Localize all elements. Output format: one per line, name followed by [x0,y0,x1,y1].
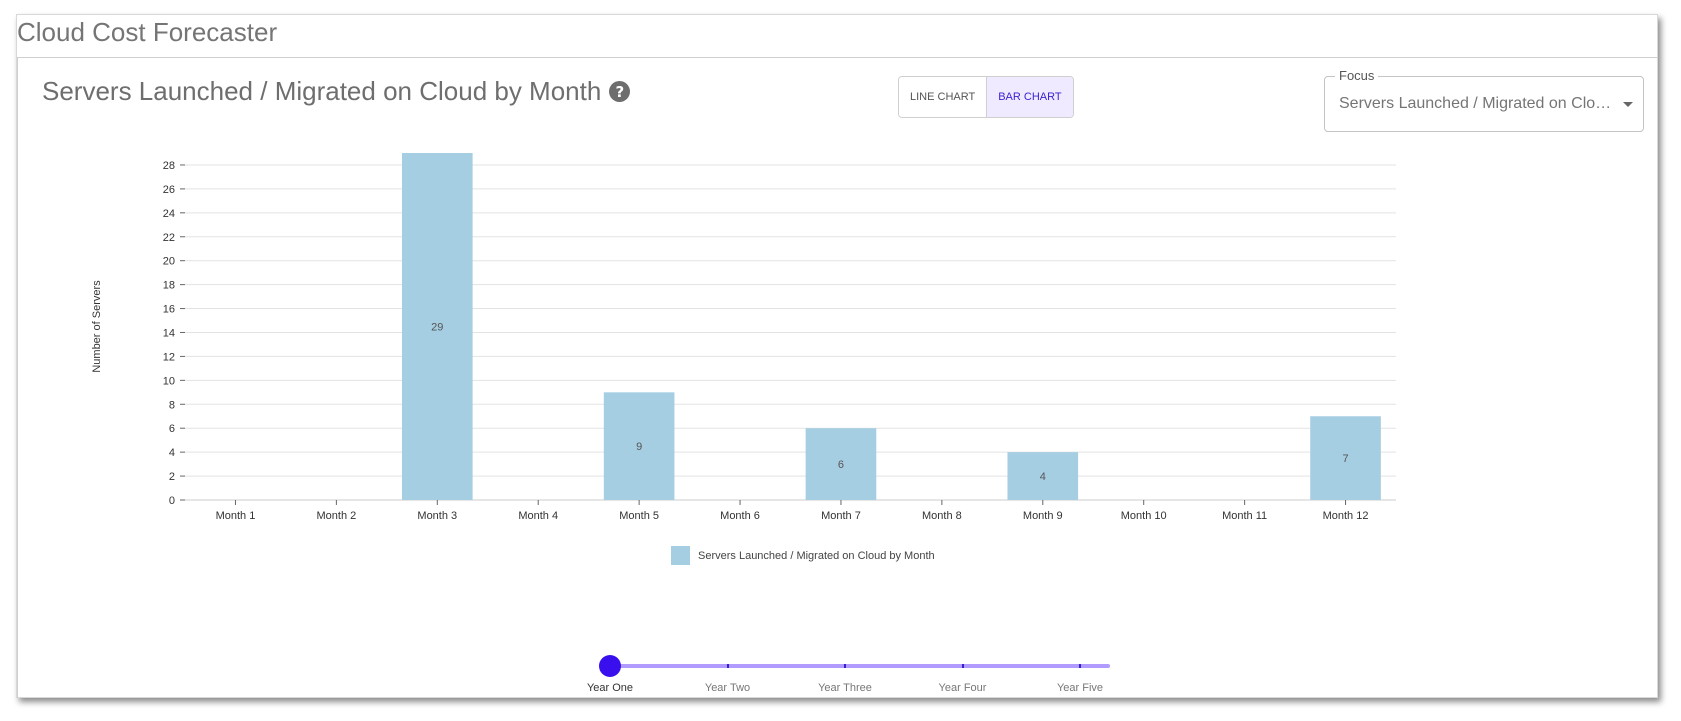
slider-tick [1079,664,1081,668]
x-tick-label: Month 8 [922,510,962,522]
bar-data-label: 4 [1040,471,1046,483]
bar-month-12 [1310,416,1381,500]
legend-label: Servers Launched / Migrated on Cloud by … [698,550,935,562]
x-tick-label: Month 10 [1121,510,1167,522]
y-tick-label: 2 [169,471,175,483]
slider-thumb[interactable] [599,655,621,677]
bar-month-5 [603,392,675,500]
x-tick-label: Month 1 [216,510,256,522]
y-tick-label: 14 [163,327,175,339]
y-axis-label: Number of Servers [91,280,103,373]
app-title: Cloud Cost Forecaster [17,17,278,47]
bar-data-label: 29 [431,322,443,334]
x-tick-label: Month 11 [1222,510,1267,522]
y-tick-label: 20 [163,256,175,268]
x-tick-label: Month 2 [317,510,357,522]
focus-label: Focus [1335,68,1379,83]
y-tick-label: 6 [169,423,175,435]
x-tick-label: Month 7 [821,510,861,522]
chart-type-toggle: LINE CHART BAR CHART [898,76,1074,118]
year-slider[interactable]: Year One Year Two Year Three Year Four Year … [587,655,1124,698]
bar-month-9 [1007,452,1079,500]
slider-tick [726,664,729,668]
title-divider [17,57,1657,58]
x-tick-label: Month 6 [720,510,760,522]
slider-mark-year-one[interactable]: Year One [586,682,634,694]
y-tick-label: 0 [169,495,175,507]
y-tick-label: 10 [163,375,175,387]
slider-mark-year-four[interactable]: Year Four [938,682,987,694]
slider-mark-year-three[interactable]: Year Three [818,682,872,694]
y-tick-label: 16 [163,304,175,316]
x-tick-label: Month 3 [417,510,457,522]
chart-card-title-text: Servers Launched / Migrated on Cloud by … [42,76,602,106]
y-tick-label: 22 [163,232,175,244]
x-tick-label: Month 5 [619,510,659,522]
x-tick-label: Month 9 [1023,510,1063,522]
dropdown-arrow-icon[interactable] [1623,102,1633,107]
bar-month-3 [401,153,473,500]
y-tick-label: 18 [163,280,175,292]
bar-data-label: 9 [636,441,642,453]
y-tick-label: 4 [169,447,175,459]
x-tick-label: Month 4 [518,510,558,522]
bar-data-label: 7 [1342,453,1348,465]
y-tick-label: 24 [163,208,175,220]
bar-data-label: 6 [838,459,844,471]
bar-month-7 [805,428,877,500]
y-tick-label: 12 [163,351,175,363]
focus-select[interactable]: Focus Servers Launched / Migrated on Clo… [1324,68,1644,132]
line-chart-button[interactable]: LINE CHART [899,77,987,117]
x-tick-label: Month 12 [1323,510,1369,522]
slider-tick [961,664,964,668]
slider-track[interactable] [610,664,1110,668]
y-tick-label: 28 [163,160,175,172]
slider-mark-year-five[interactable]: Year Five [1056,682,1104,694]
slider-tick [844,664,846,668]
chart-card-title: Servers Launched / Migrated on Cloud by … [42,76,631,107]
slider-mark-year-two[interactable]: Year Two [704,682,751,694]
legend-swatch [671,546,690,565]
chart-card: Servers Launched / Migrated on Cloud by … [17,58,1657,698]
app-window: Cloud Cost Forecaster Servers Launched /… [16,14,1658,698]
bar-chart-button[interactable]: BAR CHART [986,77,1073,117]
question-circle-icon[interactable]: ? [609,81,631,102]
y-tick-label: 26 [163,184,175,196]
y-tick-label: 8 [169,399,175,411]
